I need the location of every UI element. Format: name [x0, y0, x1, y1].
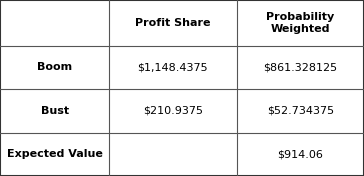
Text: Profit Share: Profit Share	[135, 18, 211, 28]
Text: $1,148.4375: $1,148.4375	[138, 62, 208, 73]
Text: $210.9375: $210.9375	[143, 106, 203, 116]
Text: Probability
Weighted: Probability Weighted	[266, 12, 335, 34]
Text: $861.328125: $861.328125	[263, 62, 337, 73]
Text: Expected Value: Expected Value	[7, 149, 103, 159]
Text: $52.734375: $52.734375	[267, 106, 334, 116]
Text: Bust: Bust	[40, 106, 69, 116]
Text: Boom: Boom	[37, 62, 72, 73]
Text: $914.06: $914.06	[277, 149, 323, 159]
